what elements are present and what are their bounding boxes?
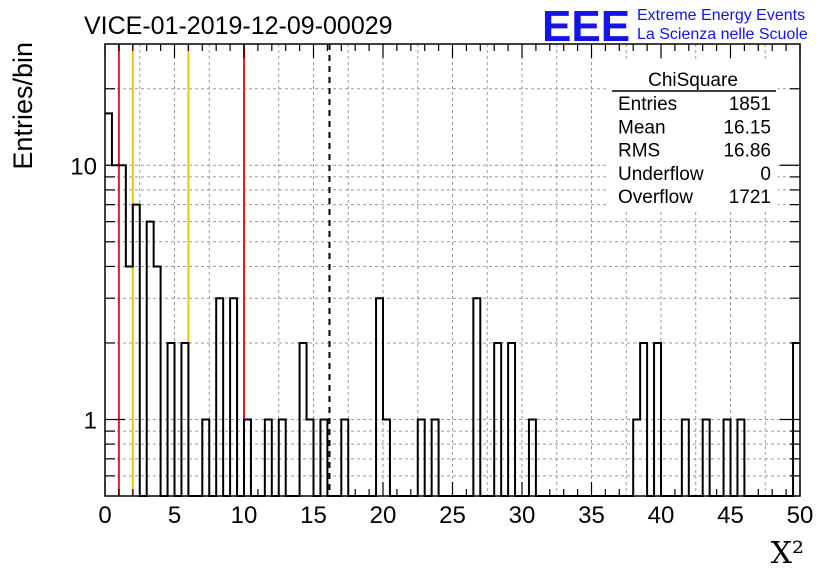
eee-logo: EEE <box>542 2 630 51</box>
x-tick-label: 50 <box>787 502 814 529</box>
y-tick-label: 10 <box>70 153 97 180</box>
stats-value: 1721 <box>729 187 771 208</box>
x-tick-label: 0 <box>98 502 111 529</box>
reference-lines <box>117 44 331 496</box>
x-tick-label: 15 <box>300 502 327 529</box>
x-tick-label: 5 <box>168 502 181 529</box>
stats-rows: Entries 1851 Mean 16.15 RMS 16.86 Underflow 0 Ov… <box>618 94 771 208</box>
stats-value: 16.86 <box>723 141 771 162</box>
stats-label: Overflow <box>618 187 693 208</box>
stats-value: 16.15 <box>723 117 771 138</box>
chart-title: VICE-01-2019-12-09-00029 <box>84 12 393 40</box>
x-tick-label: 40 <box>648 502 675 529</box>
stats-label: Mean <box>618 117 666 138</box>
tick-marks <box>104 44 801 496</box>
stats-box-title: ChiSquare <box>648 70 738 91</box>
x-tick-label: 25 <box>439 502 466 529</box>
x-tick-label: 30 <box>509 502 536 529</box>
x-tick-label: 35 <box>578 502 605 529</box>
stats-value: 0 <box>760 164 771 185</box>
x-tick-label: 20 <box>370 502 397 529</box>
stats-label: RMS <box>618 141 660 162</box>
x-tick-label: 45 <box>717 502 744 529</box>
x-tick-label: 10 <box>231 502 258 529</box>
y-tick-label: 1 <box>84 407 97 434</box>
logo-line-1: Extreme Energy Events <box>637 7 805 24</box>
stats-value: 1851 <box>729 94 771 115</box>
x-tick-labels: 0 5 10 15 20 25 30 35 40 45 50 <box>98 502 813 529</box>
y-axis-label: Entries/bin <box>8 42 38 170</box>
stats-label: Underflow <box>618 164 704 185</box>
stats-label: Entries <box>618 94 677 115</box>
y-tick-labels: 1 10 <box>70 153 97 434</box>
stats-box-background <box>608 62 778 212</box>
logo-line-2: La Scienza nelle Scuole <box>637 26 808 43</box>
stats-box: ChiSquare Entries 1851 Mean 16.15 RMS 16.86 Un… <box>608 62 778 212</box>
x-axis-label: X² <box>771 536 804 571</box>
